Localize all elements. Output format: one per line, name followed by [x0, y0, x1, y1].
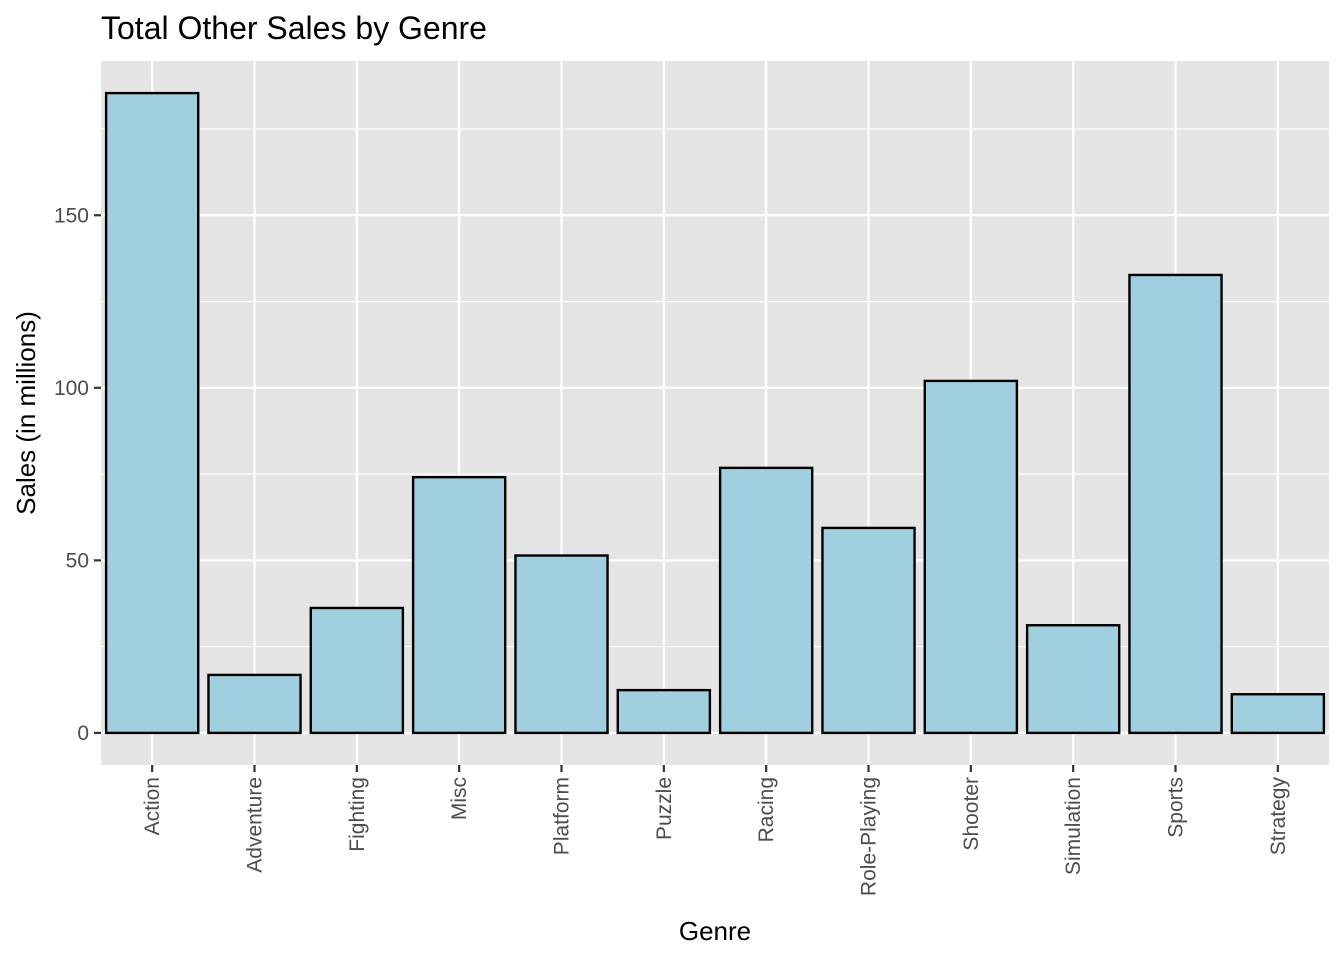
bar-shooter	[923, 379, 1019, 735]
bar-sports	[1128, 273, 1223, 735]
x-tick-label: Strategy	[1267, 777, 1290, 856]
bar-racing	[718, 466, 814, 735]
y-tick-label: 0	[77, 722, 89, 745]
x-tick-label: Fighting	[346, 777, 369, 852]
x-tick-label: Misc	[448, 777, 471, 820]
bar-action	[104, 91, 200, 735]
x-tick-label: Adventure	[244, 777, 267, 873]
x-tick-label: Role-Playing	[858, 777, 881, 896]
x-tick-label: Simulation	[1062, 777, 1085, 875]
x-tick-label: Shooter	[960, 777, 983, 851]
bar-strategy	[1230, 693, 1326, 735]
x-tick-label: Puzzle	[653, 777, 676, 840]
bar-adventure	[207, 673, 302, 735]
y-axis-title: Sales (in millions)	[11, 311, 41, 515]
bar-platform	[514, 554, 609, 735]
bar-simulation	[1025, 624, 1121, 735]
y-tick-label: 50	[66, 549, 89, 572]
bar-role-playing	[821, 526, 916, 735]
bar-fighting	[309, 606, 405, 735]
plot-panel	[101, 61, 1329, 765]
bars	[104, 91, 1326, 735]
y-axis: 0 50 100 150	[54, 204, 101, 745]
y-tick-label: 150	[54, 204, 89, 227]
y-tick-label: 100	[54, 377, 89, 400]
x-tick-label: Sports	[1165, 777, 1188, 838]
x-axis-title: Genre	[679, 916, 751, 946]
bar-misc	[411, 475, 507, 735]
bar-puzzle	[616, 688, 712, 735]
x-tick-label: Racing	[755, 777, 778, 842]
x-tick-label: Platform	[551, 777, 574, 855]
x-axis: Action Adventure Fighting Misc Platform Puzzl…	[141, 765, 1290, 896]
chart-title: Total Other Sales by Genre	[101, 10, 487, 46]
x-tick-label: Action	[141, 777, 164, 835]
